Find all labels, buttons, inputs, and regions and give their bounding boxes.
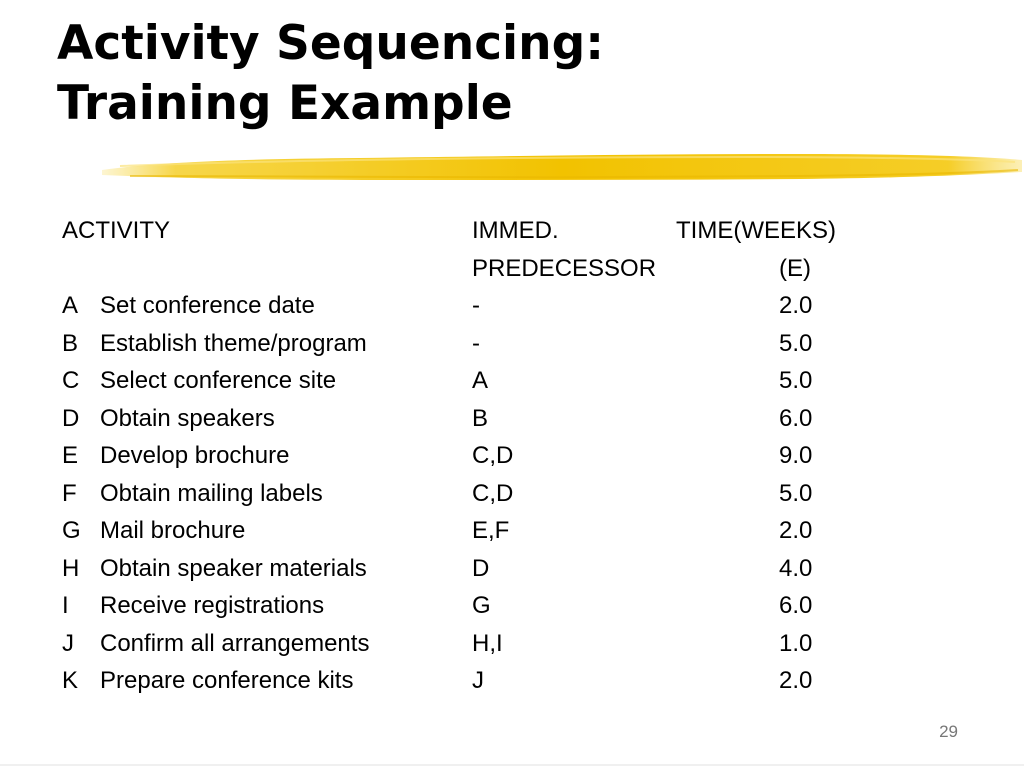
table-row: G Mail brochure E,F 2.0 — [62, 512, 962, 550]
footer-divider — [0, 764, 1024, 766]
title-line-2: Training Example — [57, 76, 513, 131]
activity-predecessor: C,D — [472, 479, 514, 507]
table-row: C Select conference site A 5.0 — [62, 362, 962, 400]
header-predecessor-line-1: IMMED. — [472, 217, 559, 244]
activity-description: Confirm all arrangements — [100, 629, 370, 657]
activity-description: Receive registrations — [100, 592, 325, 619]
activity-description: Mail brochure — [100, 517, 246, 544]
title-line-1: Activity Sequencing: — [57, 16, 605, 71]
activity-time: 2.0 — [779, 517, 813, 544]
page-number: 29 — [939, 722, 958, 741]
activity-id: H — [62, 554, 80, 582]
activity-id: B — [62, 329, 79, 357]
activity-predecessor: - — [472, 329, 480, 357]
activity-id: G — [62, 517, 81, 544]
activity-description: Select conference site — [100, 367, 337, 394]
table-row: A Set conference date - 2.0 — [62, 287, 962, 325]
activity-description: Obtain mailing labels — [100, 479, 323, 507]
header-time-line-2: (E) — [779, 254, 811, 282]
activity-predecessor: A — [472, 367, 489, 394]
activity-predecessor: H,I — [472, 629, 503, 657]
header-predecessor-line-2: PREDECESSOR — [472, 254, 657, 282]
highlighter-stroke — [102, 154, 1022, 180]
activity-predecessor: - — [472, 292, 480, 319]
activity-id: I — [62, 592, 69, 619]
activity-description: Obtain speakers — [100, 404, 275, 432]
activity-id: J — [62, 629, 74, 657]
activity-time: 6.0 — [779, 404, 813, 432]
header-time-line-1: TIME(WEEKS) — [676, 217, 836, 244]
table-row: K Prepare conference kits J 2.0 — [62, 662, 962, 700]
activity-time: 5.0 — [779, 329, 813, 357]
activity-predecessor: J — [472, 667, 484, 694]
activity-description: Develop brochure — [100, 442, 290, 469]
activity-id: C — [62, 367, 80, 394]
activity-description: Set conference date — [100, 292, 315, 319]
table-row: J Confirm all arrangements H,I 1.0 — [62, 625, 962, 663]
activity-table: ACTIVITY IMMED. TIME(WEEKS) PREDECESSOR … — [62, 212, 962, 700]
slide-title: Activity Sequencing: Training Example — [57, 14, 604, 134]
activity-predecessor: E,F — [472, 517, 510, 544]
table-row: E Develop brochure C,D 9.0 — [62, 437, 962, 475]
activity-time: 5.0 — [779, 479, 813, 507]
header-activity: ACTIVITY — [62, 217, 171, 244]
table-row: H Obtain speaker materials D 4.0 — [62, 550, 962, 588]
activity-id: D — [62, 404, 80, 432]
activity-predecessor: B — [472, 404, 489, 432]
activity-description: Prepare conference kits — [100, 667, 354, 694]
table-row: B Establish theme/program - 5.0 — [62, 325, 962, 363]
activity-predecessor: C,D — [472, 442, 514, 469]
table-header-row-2: PREDECESSOR (E) — [62, 250, 962, 288]
table-row: I Receive registrations G 6.0 — [62, 587, 962, 625]
activity-time: 2.0 — [779, 667, 813, 694]
activity-time: 6.0 — [779, 592, 813, 619]
table-row: D Obtain speakers B 6.0 — [62, 400, 962, 438]
activity-time: 5.0 — [779, 367, 813, 394]
activity-id: A — [62, 292, 79, 319]
activity-id: F — [62, 479, 77, 507]
activity-time: 4.0 — [779, 554, 813, 582]
activity-id: K — [62, 667, 79, 694]
table-header-row-1: ACTIVITY IMMED. TIME(WEEKS) — [62, 212, 962, 250]
activity-time: 1.0 — [779, 629, 813, 657]
activity-predecessor: G — [472, 592, 491, 619]
table-row: F Obtain mailing labels C,D 5.0 — [62, 475, 962, 513]
activity-time: 2.0 — [779, 292, 813, 319]
activity-predecessor: D — [472, 554, 490, 582]
activity-description: Obtain speaker materials — [100, 554, 367, 582]
activity-description: Establish theme/program — [100, 329, 367, 357]
activity-time: 9.0 — [779, 442, 813, 469]
activity-id: E — [62, 442, 79, 469]
